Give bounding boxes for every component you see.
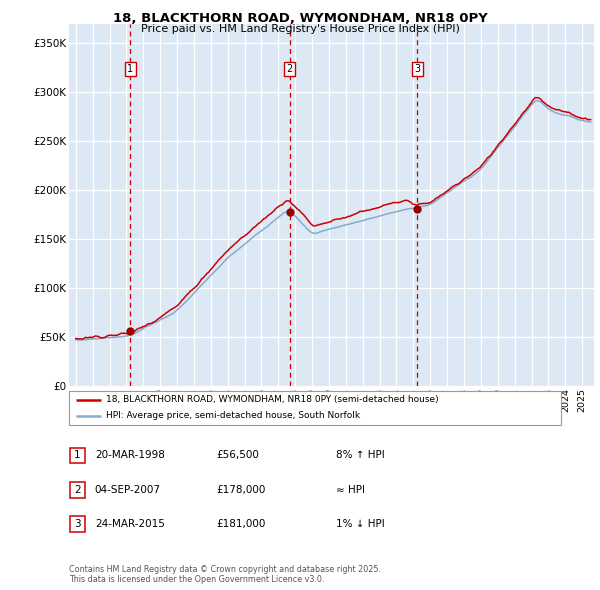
Text: Contains HM Land Registry data © Crown copyright and database right 2025.
This d: Contains HM Land Registry data © Crown c… [69,565,381,584]
Text: 1: 1 [127,64,133,74]
Text: 18, BLACKTHORN ROAD, WYMONDHAM, NR18 0PY (semi-detached house): 18, BLACKTHORN ROAD, WYMONDHAM, NR18 0PY… [106,395,439,404]
Text: 2: 2 [287,64,293,74]
Text: 3: 3 [74,519,81,529]
Text: £181,000: £181,000 [216,519,265,529]
Text: £56,500: £56,500 [216,451,259,460]
Text: Price paid vs. HM Land Registry's House Price Index (HPI): Price paid vs. HM Land Registry's House … [140,24,460,34]
Text: 3: 3 [414,64,421,74]
Text: 8% ↑ HPI: 8% ↑ HPI [336,451,385,460]
Text: HPI: Average price, semi-detached house, South Norfolk: HPI: Average price, semi-detached house,… [106,411,360,420]
Text: ≈ HPI: ≈ HPI [336,485,365,494]
Text: £178,000: £178,000 [216,485,265,494]
Text: 1% ↓ HPI: 1% ↓ HPI [336,519,385,529]
Text: 2: 2 [74,485,81,494]
Text: 04-SEP-2007: 04-SEP-2007 [95,485,161,494]
Text: 18, BLACKTHORN ROAD, WYMONDHAM, NR18 0PY: 18, BLACKTHORN ROAD, WYMONDHAM, NR18 0PY [113,12,487,25]
Text: 24-MAR-2015: 24-MAR-2015 [95,519,164,529]
Text: 20-MAR-1998: 20-MAR-1998 [95,451,164,460]
Text: 1: 1 [74,451,81,460]
